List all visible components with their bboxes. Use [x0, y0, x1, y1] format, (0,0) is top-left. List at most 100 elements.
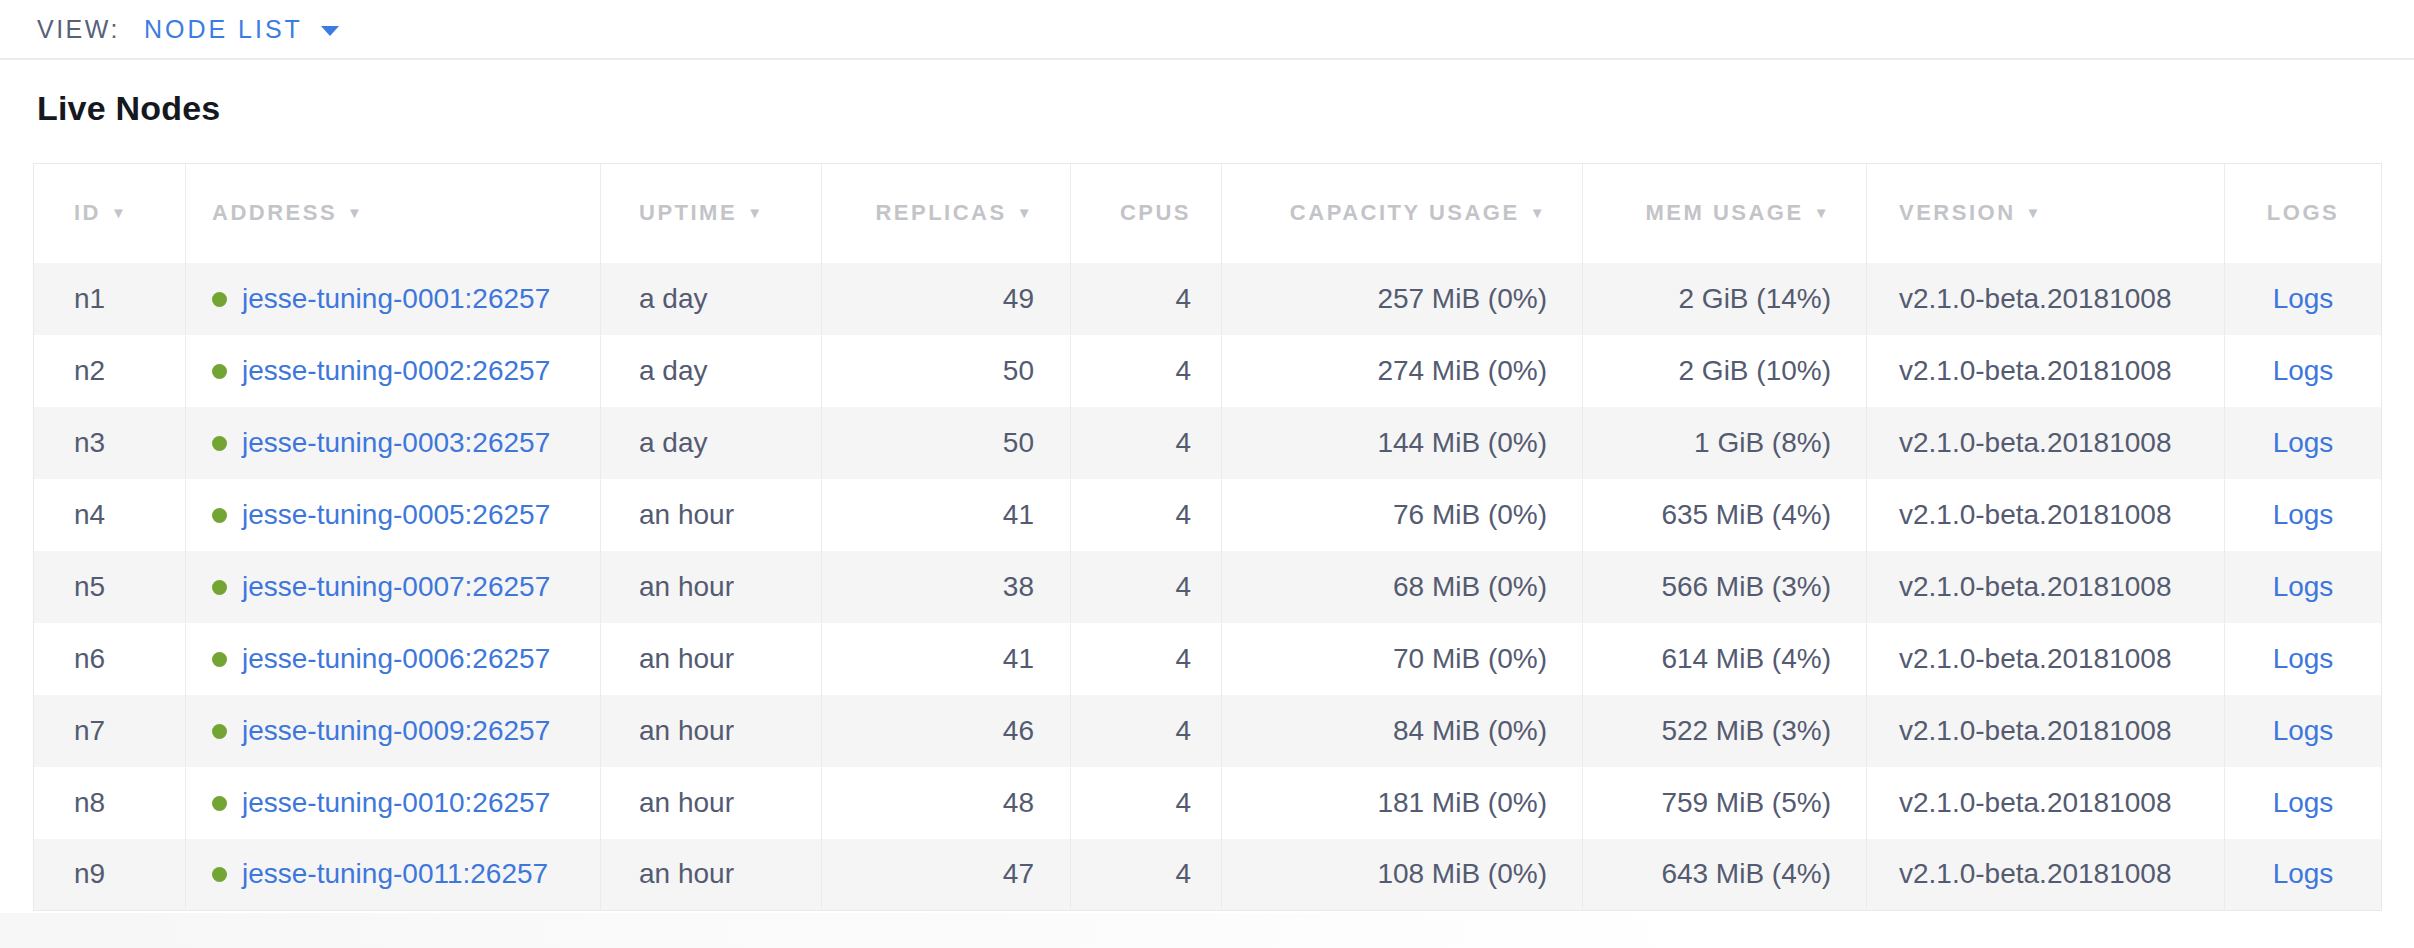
node-capacity-usage-cell: 84 MiB (0%)	[1222, 695, 1583, 767]
node-logs-cell: Logs	[2225, 767, 2382, 839]
node-uptime-cell: an hour	[601, 767, 822, 839]
node-address-link[interactable]: jesse-tuning-0003:26257	[242, 427, 550, 458]
table-row: n7jesse-tuning-0009:26257an hour46484 Mi…	[34, 695, 2382, 767]
node-mem-usage-cell: 522 MiB (3%)	[1583, 695, 1867, 767]
column-header-mem-usage[interactable]: MEM USAGE▼	[1583, 164, 1867, 263]
logs-link[interactable]: Logs	[2273, 715, 2334, 746]
bottom-shadow	[0, 913, 1760, 948]
node-replicas-cell: 38	[822, 551, 1071, 623]
node-cpus-cell: 4	[1071, 767, 1222, 839]
node-version-cell: v2.1.0-beta.20181008	[1867, 839, 2225, 911]
column-header-label: MEM USAGE	[1645, 200, 1803, 225]
node-uptime-cell: a day	[601, 263, 822, 335]
nodes-table-body: n1 jesse-tuning-0001:26257 a day 49 4 257 MiB…	[34, 263, 2382, 911]
node-version-cell: v2.1.0-beta.20181008	[1867, 263, 2225, 335]
logs-link[interactable]: Logs	[2273, 355, 2334, 386]
column-header-label: CAPACITY USAGE	[1290, 200, 1520, 225]
node-mem-usage-cell-value: 2 GiB (10%)	[1679, 355, 1832, 386]
node-id-cell-value: n8	[74, 787, 105, 818]
node-id-cell-value: n2	[74, 355, 105, 386]
node-cpus-cell-value: 4	[1175, 643, 1191, 674]
column-header-uptime[interactable]: UPTIME ▼	[601, 164, 822, 263]
node-address-link[interactable]: jesse-tuning-0007:26257	[242, 571, 550, 602]
node-mem-usage-cell: 1 GiB (8%)	[1583, 407, 1867, 479]
node-capacity-usage-cell-value: 274 MiB (0%)	[1377, 355, 1547, 386]
column-header-capacity-usage[interactable]: CAPACITY USAGE▼	[1222, 164, 1583, 263]
node-replicas-cell: 41	[822, 623, 1071, 695]
node-live-status-icon	[212, 508, 227, 523]
view-selector-bar: VIEW: NODE LIST	[0, 0, 2414, 60]
node-capacity-usage-cell: 76 MiB (0%)	[1222, 479, 1583, 551]
node-live-status-icon	[212, 652, 227, 667]
node-cpus-cell-value: 4	[1175, 858, 1191, 889]
node-id-cell-value: n6	[74, 643, 105, 674]
column-header-logs: LOGS	[2225, 164, 2382, 263]
node-address-cell: jesse-tuning-0010:26257	[186, 767, 601, 839]
view-selector-dropdown[interactable]: NODE LIST	[144, 15, 339, 44]
node-address-cell: jesse-tuning-0003:26257	[186, 407, 601, 479]
logs-link[interactable]: Logs	[2273, 858, 2334, 889]
node-replicas-cell-value: 38	[1003, 571, 1034, 602]
node-uptime-cell-value: a day	[639, 355, 708, 386]
node-mem-usage-cell-value: 522 MiB (3%)	[1661, 715, 1831, 746]
node-version-cell-value: v2.1.0-beta.20181008	[1899, 499, 2171, 530]
view-selector-value: NODE LIST	[144, 15, 303, 44]
logs-link[interactable]: Logs	[2273, 643, 2334, 674]
node-version-cell-value: v2.1.0-beta.20181008	[1899, 427, 2171, 458]
node-address-link[interactable]: jesse-tuning-0006:26257	[242, 643, 550, 674]
node-id-cell: n5	[34, 551, 186, 623]
sort-descending-icon: ▼	[2026, 204, 2043, 221]
node-live-status-icon	[212, 796, 227, 811]
column-header-version[interactable]: VERSION▼	[1867, 164, 2225, 263]
node-address-cell: jesse-tuning-0011:26257	[186, 839, 601, 911]
node-replicas-cell-value: 50	[1003, 355, 1034, 386]
node-capacity-usage-cell-value: 70 MiB (0%)	[1393, 643, 1547, 674]
logs-link[interactable]: Logs	[2273, 499, 2334, 530]
table-row: n6 jesse-tuning-0006:26257 an hour 41 4 70 Mi…	[34, 623, 2382, 695]
node-replicas-cell-value: 49	[1003, 283, 1034, 314]
node-version-cell-value: v2.1.0-beta.20181008	[1899, 283, 2171, 314]
node-capacity-usage-cell-value: 84 MiB (0%)	[1393, 715, 1547, 746]
node-address-link[interactable]: jesse-tuning-0010:26257	[242, 787, 550, 818]
logs-link[interactable]: Logs	[2273, 787, 2334, 818]
logs-link[interactable]: Logs	[2273, 427, 2334, 458]
node-uptime-cell-value: an hour	[639, 499, 734, 530]
node-address-cell: jesse-tuning-0007:26257	[186, 551, 601, 623]
node-mem-usage-cell-value: 566 MiB (3%)	[1661, 571, 1831, 602]
column-header-label: UPTIME	[639, 200, 737, 225]
node-capacity-usage-cell-value: 68 MiB (0%)	[1393, 571, 1547, 602]
node-replicas-cell: 49	[822, 263, 1071, 335]
node-id-cell-value: n3	[74, 427, 105, 458]
column-header-id[interactable]: ID▼	[34, 164, 186, 263]
node-cpus-cell: 4	[1071, 695, 1222, 767]
node-logs-cell: Logs	[2225, 623, 2382, 695]
node-version-cell-value: v2.1.0-beta.20181008	[1899, 715, 2171, 746]
node-cpus-cell-value: 4	[1175, 715, 1191, 746]
node-mem-usage-cell: 759 MiB (5%)	[1583, 767, 1867, 839]
node-replicas-cell: 47	[822, 839, 1071, 911]
node-id-cell-value: n1	[74, 283, 105, 314]
column-header-label: REPLICAS	[875, 200, 1006, 225]
node-address-link[interactable]: jesse-tuning-0005:26257	[242, 499, 550, 530]
node-uptime-cell-value: an hour	[639, 858, 734, 889]
node-capacity-usage-cell-value: 257 MiB (0%)	[1377, 283, 1547, 314]
node-address-link[interactable]: jesse-tuning-0001:26257	[242, 283, 550, 314]
node-address-link[interactable]: jesse-tuning-0011:26257	[242, 858, 548, 889]
node-uptime-cell-value: a day	[639, 427, 708, 458]
node-address-cell: jesse-tuning-0009:26257	[186, 695, 601, 767]
node-cpus-cell-value: 4	[1175, 427, 1191, 458]
column-header-label: LOGS	[2267, 200, 2339, 225]
node-uptime-cell-value: an hour	[639, 643, 734, 674]
sort-descending-icon: ▼	[747, 204, 764, 221]
node-mem-usage-cell: 2 GiB (14%)	[1583, 263, 1867, 335]
column-header-address[interactable]: ADDRESS▼	[186, 164, 601, 263]
column-header-cpus: CPUS	[1071, 164, 1222, 263]
node-id-cell: n9	[34, 839, 186, 911]
logs-link[interactable]: Logs	[2273, 283, 2334, 314]
node-live-status-icon	[212, 724, 227, 739]
node-address-link[interactable]: jesse-tuning-0009:26257	[242, 715, 550, 746]
column-header-replicas[interactable]: REPLICAS▼	[822, 164, 1071, 263]
logs-link[interactable]: Logs	[2273, 571, 2334, 602]
node-address-link[interactable]: jesse-tuning-0002:26257	[242, 355, 550, 386]
node-version-cell: v2.1.0-beta.20181008	[1867, 335, 2225, 407]
